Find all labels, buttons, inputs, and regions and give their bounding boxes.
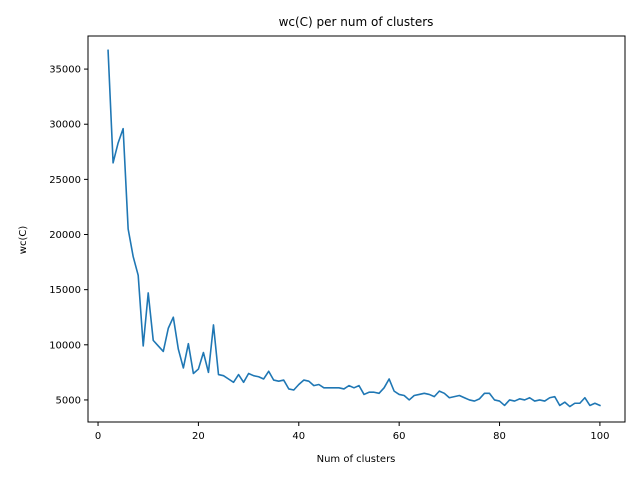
y-tick-label: 20000 <box>49 230 81 241</box>
y-axis-label: wc(C) <box>18 226 29 255</box>
y-tick-label: 25000 <box>49 175 81 186</box>
x-tick-label: 60 <box>393 431 406 442</box>
y-axis: 5000 10000 15000 20000 25000 30000 35000 <box>49 65 88 406</box>
x-tick-label: 80 <box>493 431 506 442</box>
x-tick-label: 0 <box>95 431 101 442</box>
y-tick-label: 10000 <box>49 340 81 351</box>
x-tick-label: 100 <box>590 431 609 442</box>
x-tick-label: 20 <box>192 431 205 442</box>
chart-title: wc(C) per num of clusters <box>279 15 434 29</box>
plot-frame <box>87 35 626 423</box>
x-tick-label: 40 <box>292 431 305 442</box>
x-axis-label: Num of clusters <box>317 454 396 465</box>
y-tick-label: 30000 <box>49 120 81 131</box>
y-tick-label: 15000 <box>49 285 81 296</box>
plot-area <box>107 49 601 408</box>
y-tick-label: 5000 <box>56 395 81 406</box>
series-line-0 <box>107 49 601 408</box>
x-axis: 0 20 40 60 80 100 <box>95 422 609 442</box>
y-tick-label: 35000 <box>49 65 81 76</box>
